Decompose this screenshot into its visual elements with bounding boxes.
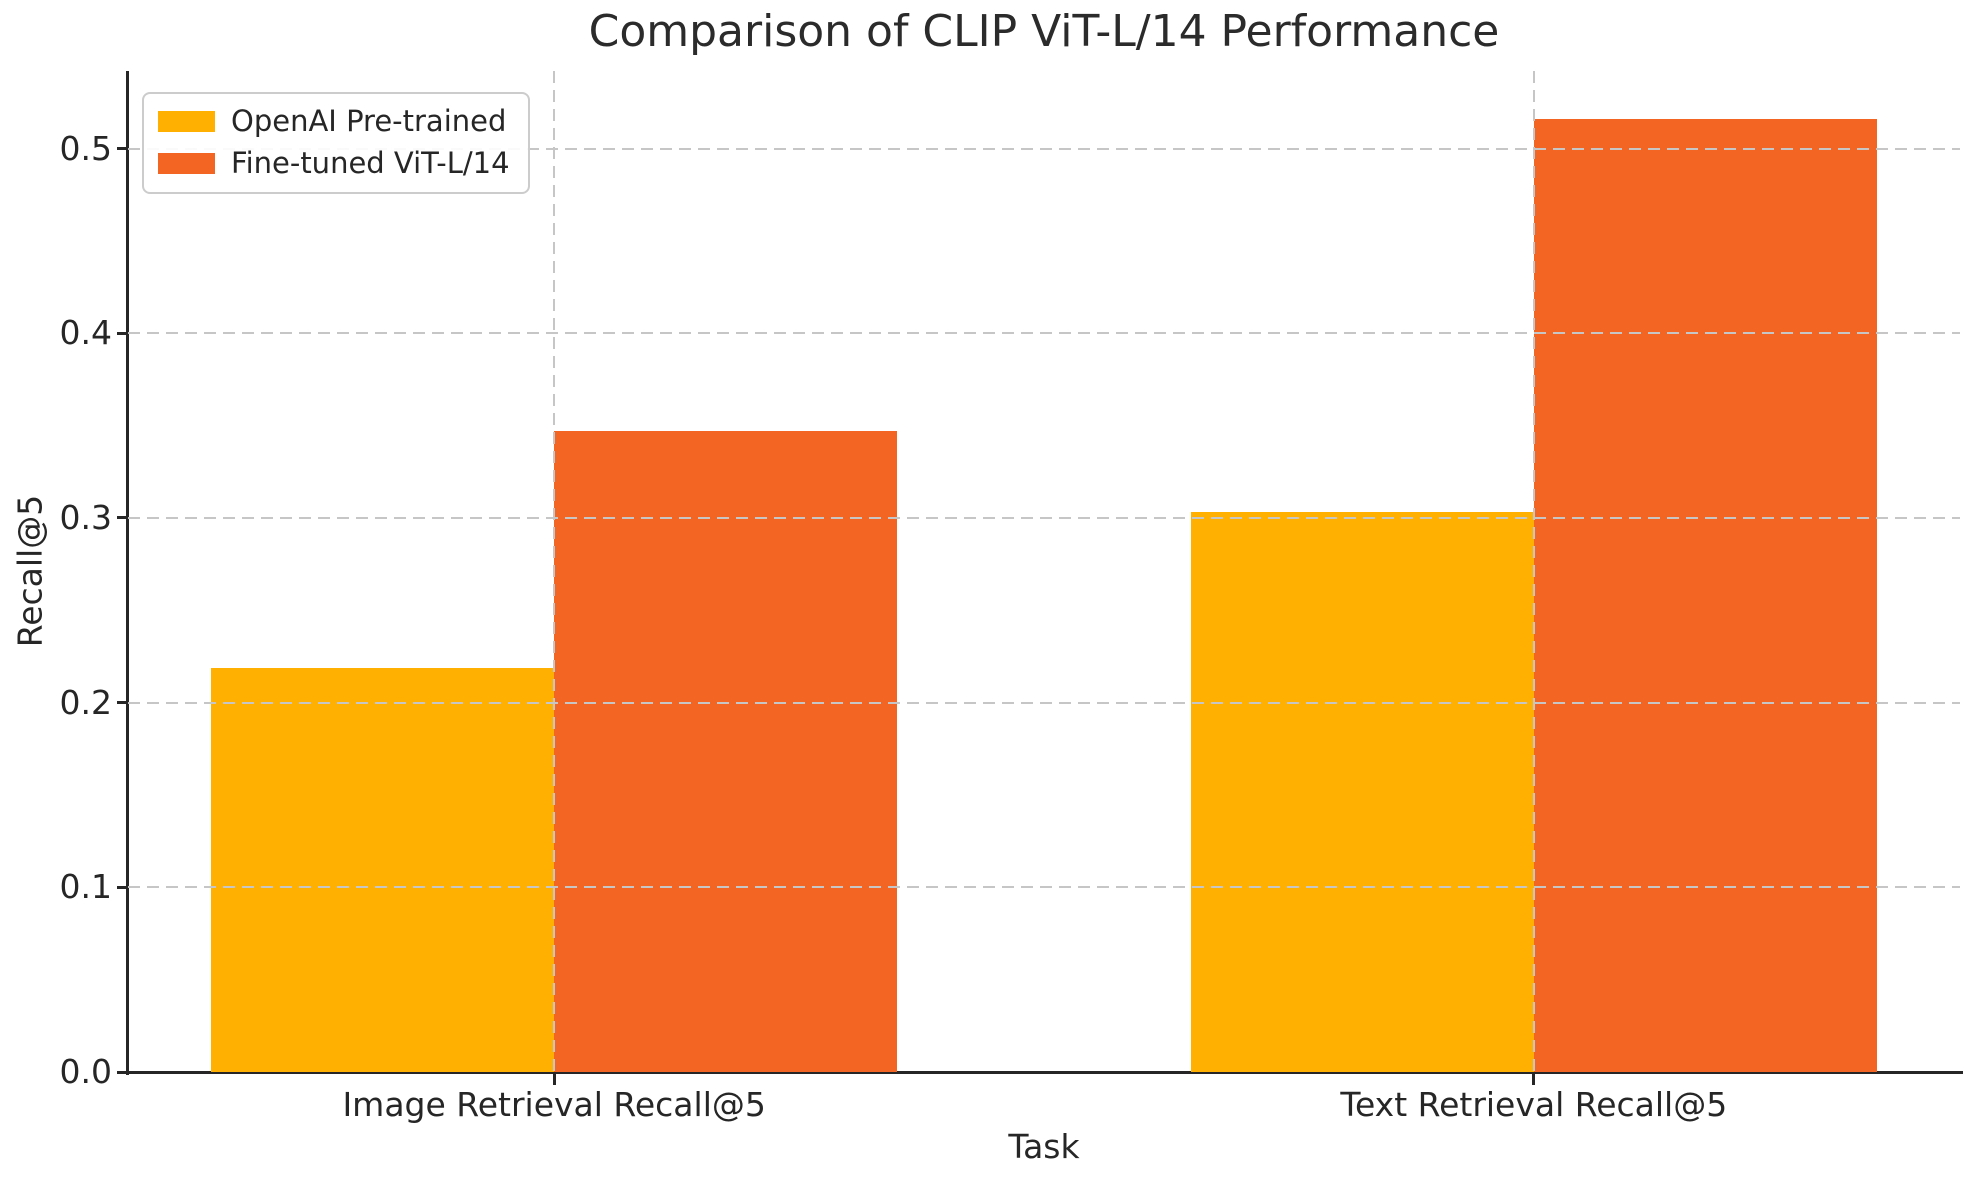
x-tick-mark-text-retrieval-recall-5 <box>1532 1074 1536 1085</box>
legend-swatch-openai-pre-trained <box>158 110 215 132</box>
y-tick-label-0.2: 0.2 <box>59 682 112 722</box>
plot-area <box>128 71 1960 1072</box>
gridline-y-0.2 <box>128 701 1960 704</box>
x-tick-label-text-retrieval-recall-5: Text Retrieval Recall@5 <box>1340 1085 1728 1124</box>
legend-label-fine-tuned-vit-l-14: Fine-tuned ViT-L/14 <box>231 146 510 180</box>
x-axis-label: Task <box>1008 1127 1080 1166</box>
legend-item-fine-tuned-vit-l-14: Fine-tuned ViT-L/14 <box>158 146 510 180</box>
gridline-y-0.5 <box>128 147 1960 150</box>
y-tick-mark-0.5 <box>117 147 128 151</box>
bar-openai-pre-trained-image-retrieval-recall-5 <box>211 667 555 1072</box>
x-axis-spine <box>126 1071 1963 1074</box>
legend-label-openai-pre-trained: OpenAI Pre-trained <box>231 104 507 138</box>
bar-fine-tuned-vit-l-14-image-retrieval-recall-5 <box>554 431 898 1072</box>
gridline-y-0.4 <box>128 332 1960 335</box>
y-tick-label-0.0: 0.0 <box>59 1052 112 1091</box>
y-tick-mark-0.2 <box>117 701 128 705</box>
y-tick-mark-0.3 <box>117 516 128 520</box>
x-tick-mark-image-retrieval-recall-5 <box>552 1074 556 1085</box>
bar-fine-tuned-vit-l-14-text-retrieval-recall-5 <box>1533 119 1877 1072</box>
y-axis-spine <box>126 71 129 1075</box>
y-tick-mark-0.4 <box>117 331 128 335</box>
legend-item-openai-pre-trained: OpenAI Pre-trained <box>158 104 510 138</box>
y-tick-label-0.4: 0.4 <box>59 313 112 353</box>
gridline-y-0.1 <box>128 886 1960 889</box>
chart-title: Comparison of CLIP ViT-L/14 Performance <box>588 6 1500 57</box>
x-tick-label-image-retrieval-recall-5: Image Retrieval Recall@5 <box>342 1085 766 1124</box>
bar-openai-pre-trained-text-retrieval-recall-5 <box>1190 512 1534 1072</box>
gridline-x-image-retrieval-recall-5 <box>553 71 556 1072</box>
gridline-y-0.3 <box>128 516 1960 519</box>
legend: OpenAI Pre-trained Fine-tuned ViT-L/14 <box>142 92 530 194</box>
y-tick-mark-0.0 <box>117 1070 128 1074</box>
y-tick-label-0.5: 0.5 <box>59 128 112 168</box>
legend-swatch-fine-tuned-vit-l-14 <box>158 152 215 174</box>
y-tick-label-0.1: 0.1 <box>59 867 112 907</box>
y-tick-mark-0.1 <box>117 885 128 889</box>
gridline-x-text-retrieval-recall-5 <box>1532 71 1535 1072</box>
y-tick-label-0.3: 0.3 <box>59 497 112 537</box>
